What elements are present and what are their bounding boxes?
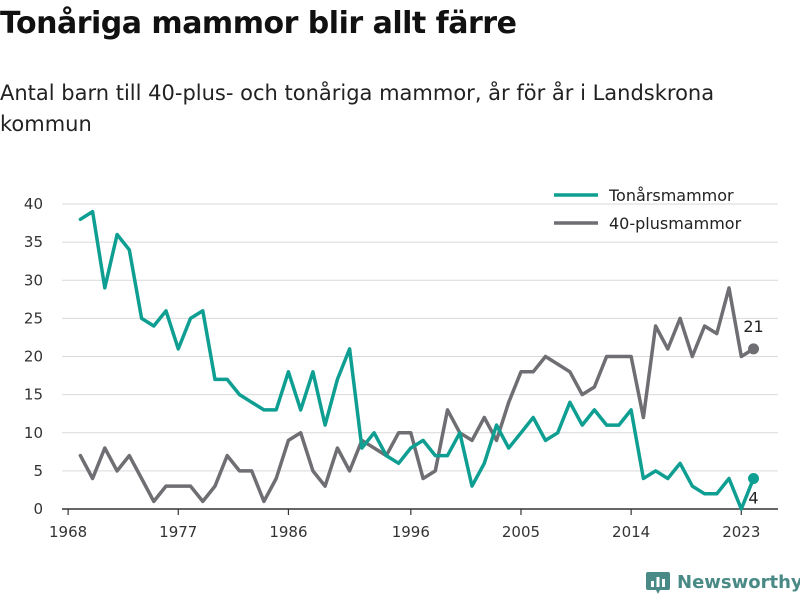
chart-title: Tonåriga mammor blir allt färre xyxy=(0,6,517,41)
y-tick-label: 35 xyxy=(24,233,43,251)
bar-chart-icon xyxy=(646,572,670,594)
legend-label: Tonårsmammor xyxy=(608,186,734,205)
x-axis: 1968 1977 1986 1996 2005 2014 2023 xyxy=(49,508,778,541)
end-markers: 21 4 xyxy=(743,317,763,508)
end-value-label: 21 xyxy=(743,317,763,336)
chart-subtitle: Antal barn till 40-plus- och tonåriga ma… xyxy=(0,81,715,136)
x-tick-label: 2023 xyxy=(722,523,760,541)
legend-label: 40-plusmammor xyxy=(609,214,742,233)
x-tick-label: 1968 xyxy=(49,523,87,541)
legend: Tonårsmammor 40-plusmammor xyxy=(554,186,742,233)
end-marker xyxy=(748,343,760,355)
x-tick-label: 1986 xyxy=(269,523,307,541)
y-tick-label: 20 xyxy=(24,348,43,366)
y-tick-label: 5 xyxy=(33,462,43,480)
end-value-label: 4 xyxy=(748,489,758,508)
end-marker xyxy=(748,473,760,484)
x-tick-label: 1977 xyxy=(159,523,197,541)
x-tick-label: 2005 xyxy=(502,523,540,541)
x-tick-label: 2014 xyxy=(612,523,650,541)
y-tick-label: 40 xyxy=(24,195,43,213)
series-line xyxy=(78,209,756,511)
y-tick-label: 25 xyxy=(24,309,43,327)
y-tick-label: 10 xyxy=(24,424,43,442)
series-lines xyxy=(78,209,756,511)
y-tick-label: 0 xyxy=(33,500,43,518)
brand-name: Newsworthy xyxy=(677,571,800,593)
y-axis-ticks: 0 5 10 15 20 25 30 35 40 xyxy=(24,195,43,518)
brand-logo: Newsworthy xyxy=(645,569,800,595)
x-tick-label: 1996 xyxy=(392,523,430,541)
y-tick-label: 15 xyxy=(24,386,43,404)
series-line xyxy=(78,286,756,504)
y-tick-label: 30 xyxy=(24,271,43,289)
